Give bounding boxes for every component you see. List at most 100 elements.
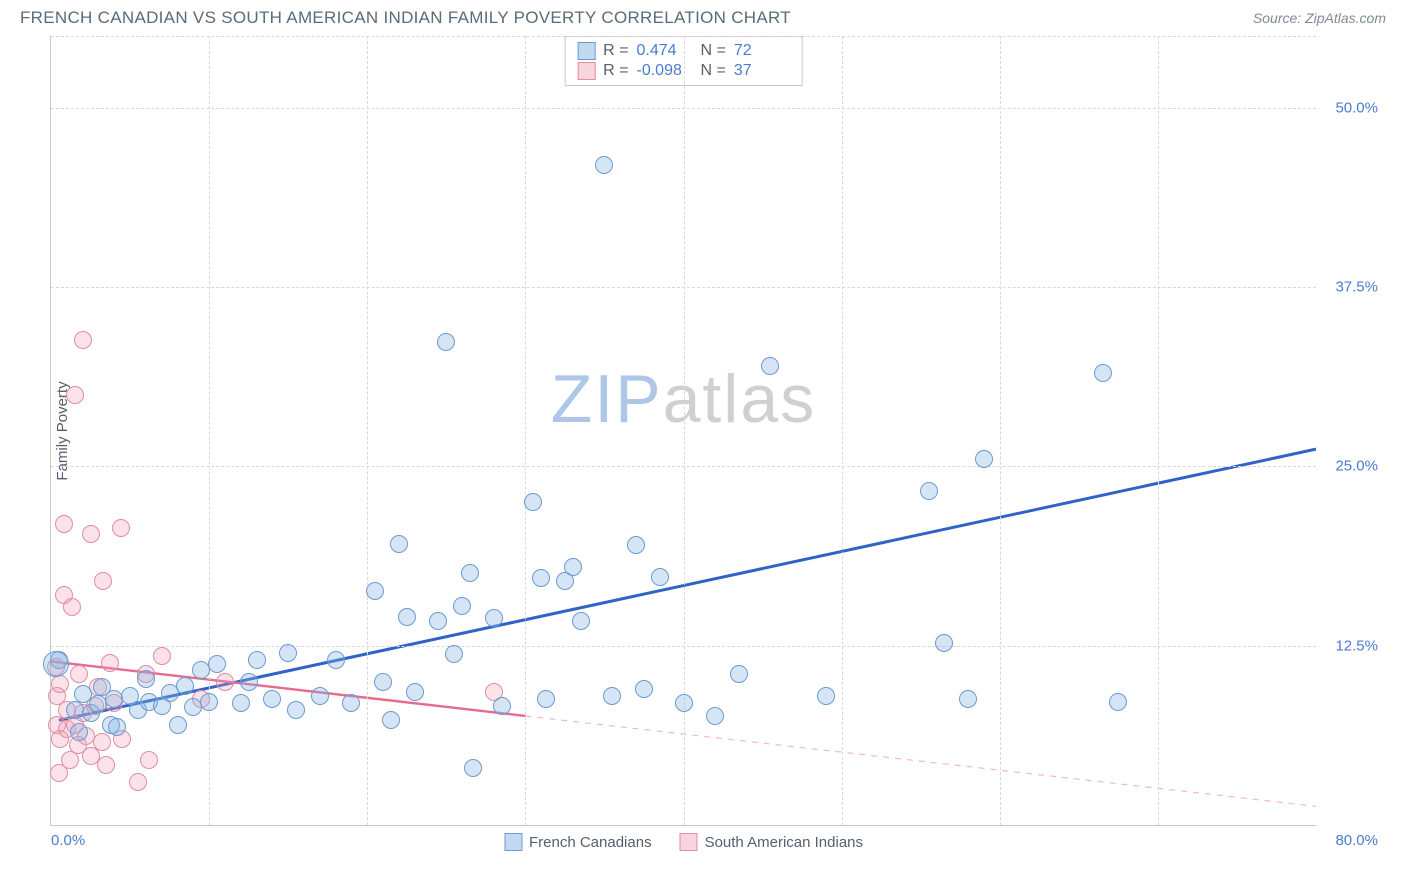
data-point	[493, 697, 511, 715]
legend: French Canadians South American Indians	[504, 833, 863, 851]
data-point	[342, 694, 360, 712]
data-point	[176, 677, 194, 695]
data-point	[287, 701, 305, 719]
r-label: R =	[603, 42, 628, 60]
data-point	[1109, 693, 1127, 711]
x-tick-max: 80.0%	[1335, 832, 1378, 849]
data-point	[406, 683, 424, 701]
source-line: Source: ZipAtlas.com	[1253, 10, 1386, 26]
grid-line-v	[525, 36, 526, 825]
data-point	[975, 450, 993, 468]
data-point	[112, 519, 130, 537]
data-point	[66, 386, 84, 404]
data-point	[327, 651, 345, 669]
n-label: N =	[701, 62, 726, 80]
data-point	[761, 357, 779, 375]
data-point	[374, 673, 392, 691]
data-point	[959, 690, 977, 708]
data-point	[429, 612, 447, 630]
data-point	[627, 536, 645, 554]
source-label: Source:	[1253, 10, 1305, 26]
data-point	[101, 654, 119, 672]
data-point	[366, 582, 384, 600]
data-point	[97, 756, 115, 774]
n-label: N =	[701, 42, 726, 60]
data-point	[572, 612, 590, 630]
data-point	[240, 673, 258, 691]
data-point	[129, 773, 147, 791]
data-point	[706, 707, 724, 725]
y-tick-label: 37.5%	[1335, 279, 1378, 296]
grid-line-v	[842, 36, 843, 825]
data-point	[140, 751, 158, 769]
data-point	[935, 634, 953, 652]
data-point	[216, 673, 234, 691]
chart-title: FRENCH CANADIAN VS SOUTH AMERICAN INDIAN…	[20, 8, 791, 28]
data-point	[398, 608, 416, 626]
data-point	[70, 665, 88, 683]
swatch-pink-icon	[577, 62, 595, 80]
data-point	[93, 733, 111, 751]
data-point	[485, 609, 503, 627]
data-point	[461, 564, 479, 582]
data-point	[94, 572, 112, 590]
x-tick-min: 0.0%	[51, 832, 85, 849]
swatch-blue-icon	[577, 42, 595, 60]
data-point	[675, 694, 693, 712]
data-point	[311, 687, 329, 705]
data-point	[464, 759, 482, 777]
data-point	[279, 644, 297, 662]
data-point	[537, 690, 555, 708]
data-point	[635, 680, 653, 698]
data-point	[817, 687, 835, 705]
data-point	[437, 333, 455, 351]
watermark-zip: ZIP	[551, 361, 663, 437]
data-point	[651, 568, 669, 586]
data-point	[524, 493, 542, 511]
y-tick-label: 25.0%	[1335, 458, 1378, 475]
data-point	[445, 645, 463, 663]
n-value-blue: 72	[734, 42, 790, 60]
data-point	[63, 598, 81, 616]
data-point	[564, 558, 582, 576]
legend-item-pink: South American Indians	[680, 833, 863, 851]
y-tick-label: 50.0%	[1335, 99, 1378, 116]
swatch-blue-icon	[504, 833, 522, 851]
data-point	[532, 569, 550, 587]
data-point	[920, 482, 938, 500]
data-point	[108, 718, 126, 736]
watermark-atlas: atlas	[663, 361, 817, 437]
plot-area: Family Poverty ZIPatlas R = 0.474 N = 72…	[50, 36, 1316, 826]
data-point	[70, 723, 88, 741]
grid-line-v	[1000, 36, 1001, 825]
data-point	[603, 687, 621, 705]
grid-line-v	[367, 36, 368, 825]
data-point	[595, 156, 613, 174]
data-point	[232, 694, 250, 712]
data-point	[74, 331, 92, 349]
legend-label-pink: South American Indians	[705, 834, 863, 851]
y-tick-label: 12.5%	[1335, 637, 1378, 654]
data-point	[55, 515, 73, 533]
data-point	[208, 655, 226, 673]
data-point	[51, 675, 69, 693]
legend-label-blue: French Canadians	[529, 834, 652, 851]
data-point	[248, 651, 266, 669]
data-point	[43, 651, 69, 677]
data-point	[453, 597, 471, 615]
source-name: ZipAtlas.com	[1305, 10, 1386, 26]
data-point	[730, 665, 748, 683]
r-label: R =	[603, 62, 628, 80]
data-point	[153, 647, 171, 665]
n-value-pink: 37	[734, 62, 790, 80]
legend-item-blue: French Canadians	[504, 833, 652, 851]
data-point	[200, 693, 218, 711]
data-point	[1094, 364, 1112, 382]
swatch-pink-icon	[680, 833, 698, 851]
data-point	[169, 716, 187, 734]
data-point	[61, 751, 79, 769]
grid-line-v	[1158, 36, 1159, 825]
data-point	[82, 525, 100, 543]
data-point	[390, 535, 408, 553]
data-point	[137, 670, 155, 688]
